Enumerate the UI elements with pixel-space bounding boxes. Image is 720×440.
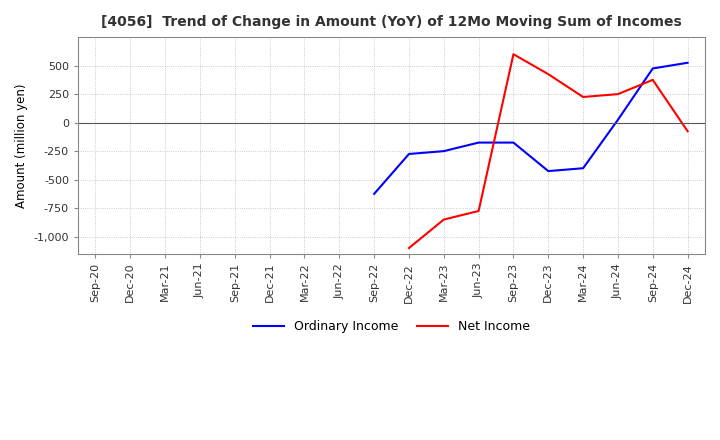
Title: [4056]  Trend of Change in Amount (YoY) of 12Mo Moving Sum of Incomes: [4056] Trend of Change in Amount (YoY) o…: [102, 15, 682, 29]
Net Income: [683, 128, 692, 134]
Ordinary Income: [579, 165, 588, 171]
Ordinary Income: [405, 151, 413, 157]
Net Income: [439, 217, 448, 222]
Line: Net Income: Net Income: [409, 54, 688, 248]
Ordinary Income: [649, 66, 657, 71]
Net Income: [474, 209, 483, 214]
Y-axis label: Amount (million yen): Amount (million yen): [15, 83, 28, 208]
Ordinary Income: [474, 140, 483, 145]
Ordinary Income: [370, 191, 379, 197]
Net Income: [649, 77, 657, 83]
Net Income: [579, 94, 588, 99]
Ordinary Income: [683, 60, 692, 66]
Ordinary Income: [613, 117, 622, 122]
Ordinary Income: [544, 169, 552, 174]
Net Income: [405, 246, 413, 251]
Net Income: [509, 51, 518, 57]
Legend: Ordinary Income, Net Income: Ordinary Income, Net Income: [248, 315, 536, 338]
Ordinary Income: [509, 140, 518, 145]
Net Income: [613, 92, 622, 97]
Line: Ordinary Income: Ordinary Income: [374, 63, 688, 194]
Ordinary Income: [439, 148, 448, 154]
Net Income: [544, 72, 552, 77]
